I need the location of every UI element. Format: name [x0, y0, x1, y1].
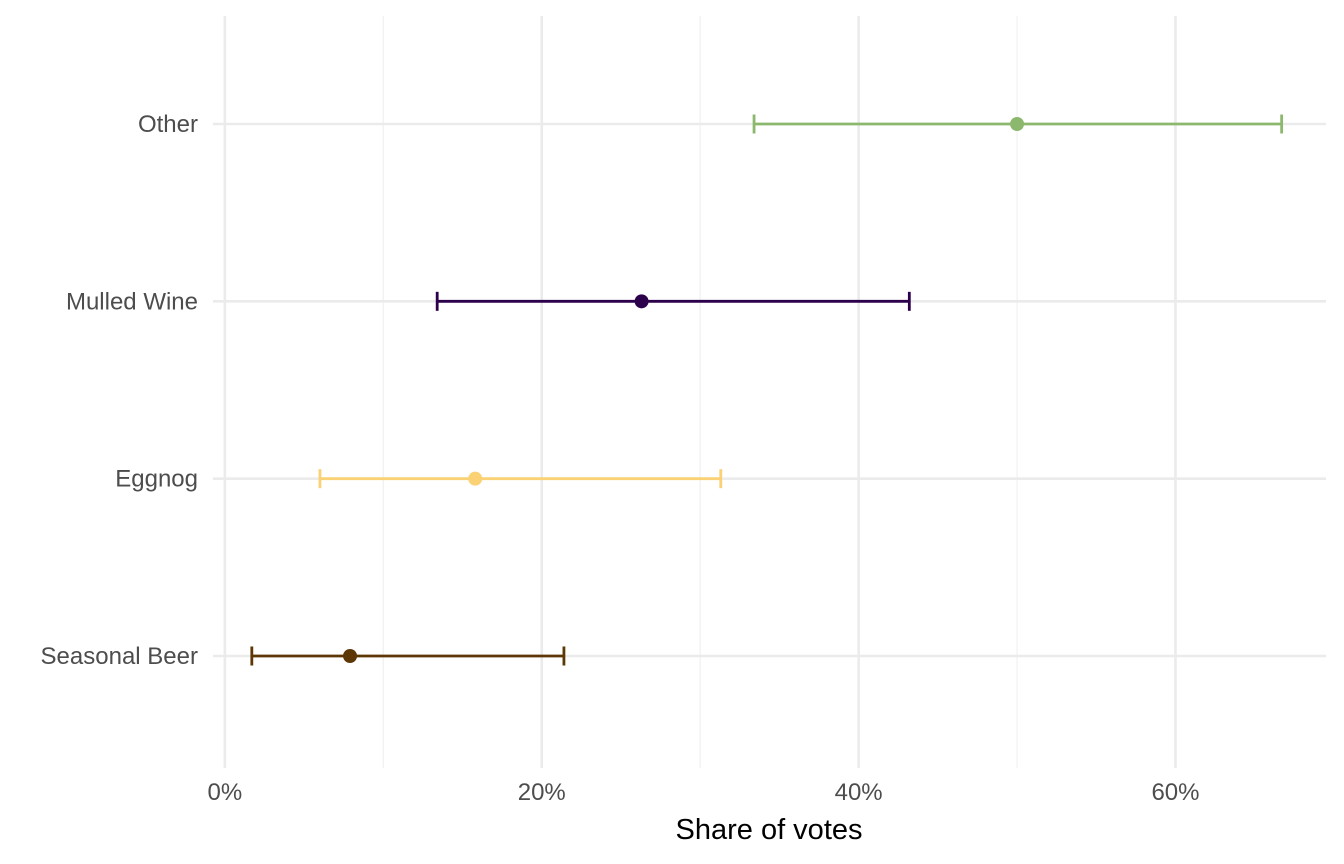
x-axis-title: Share of votes: [676, 814, 863, 846]
x-tick-label-1: 20%: [518, 779, 566, 806]
y-tick-label-2: Mulled Wine: [66, 288, 198, 315]
x-tick-label-2: 40%: [835, 779, 883, 806]
point-1: [468, 471, 483, 486]
grid: [213, 16, 1326, 768]
y-tick-label-1: Eggnog: [115, 466, 198, 493]
plot-marks: [250, 114, 1284, 666]
point-0: [343, 649, 358, 663]
y-axis: Seasonal Beer Eggnog Mulled Wine Other: [41, 111, 198, 670]
x-tick-label-3: 60%: [1151, 779, 1199, 806]
point-2: [634, 294, 649, 309]
point-3: [1010, 117, 1025, 131]
x-axis: 0% 20% 40% 60%: [208, 779, 1200, 806]
y-tick-label-3: Other: [138, 111, 198, 138]
x-tick-label-0: 0%: [208, 779, 243, 806]
y-tick-label-0: Seasonal Beer: [41, 643, 198, 670]
